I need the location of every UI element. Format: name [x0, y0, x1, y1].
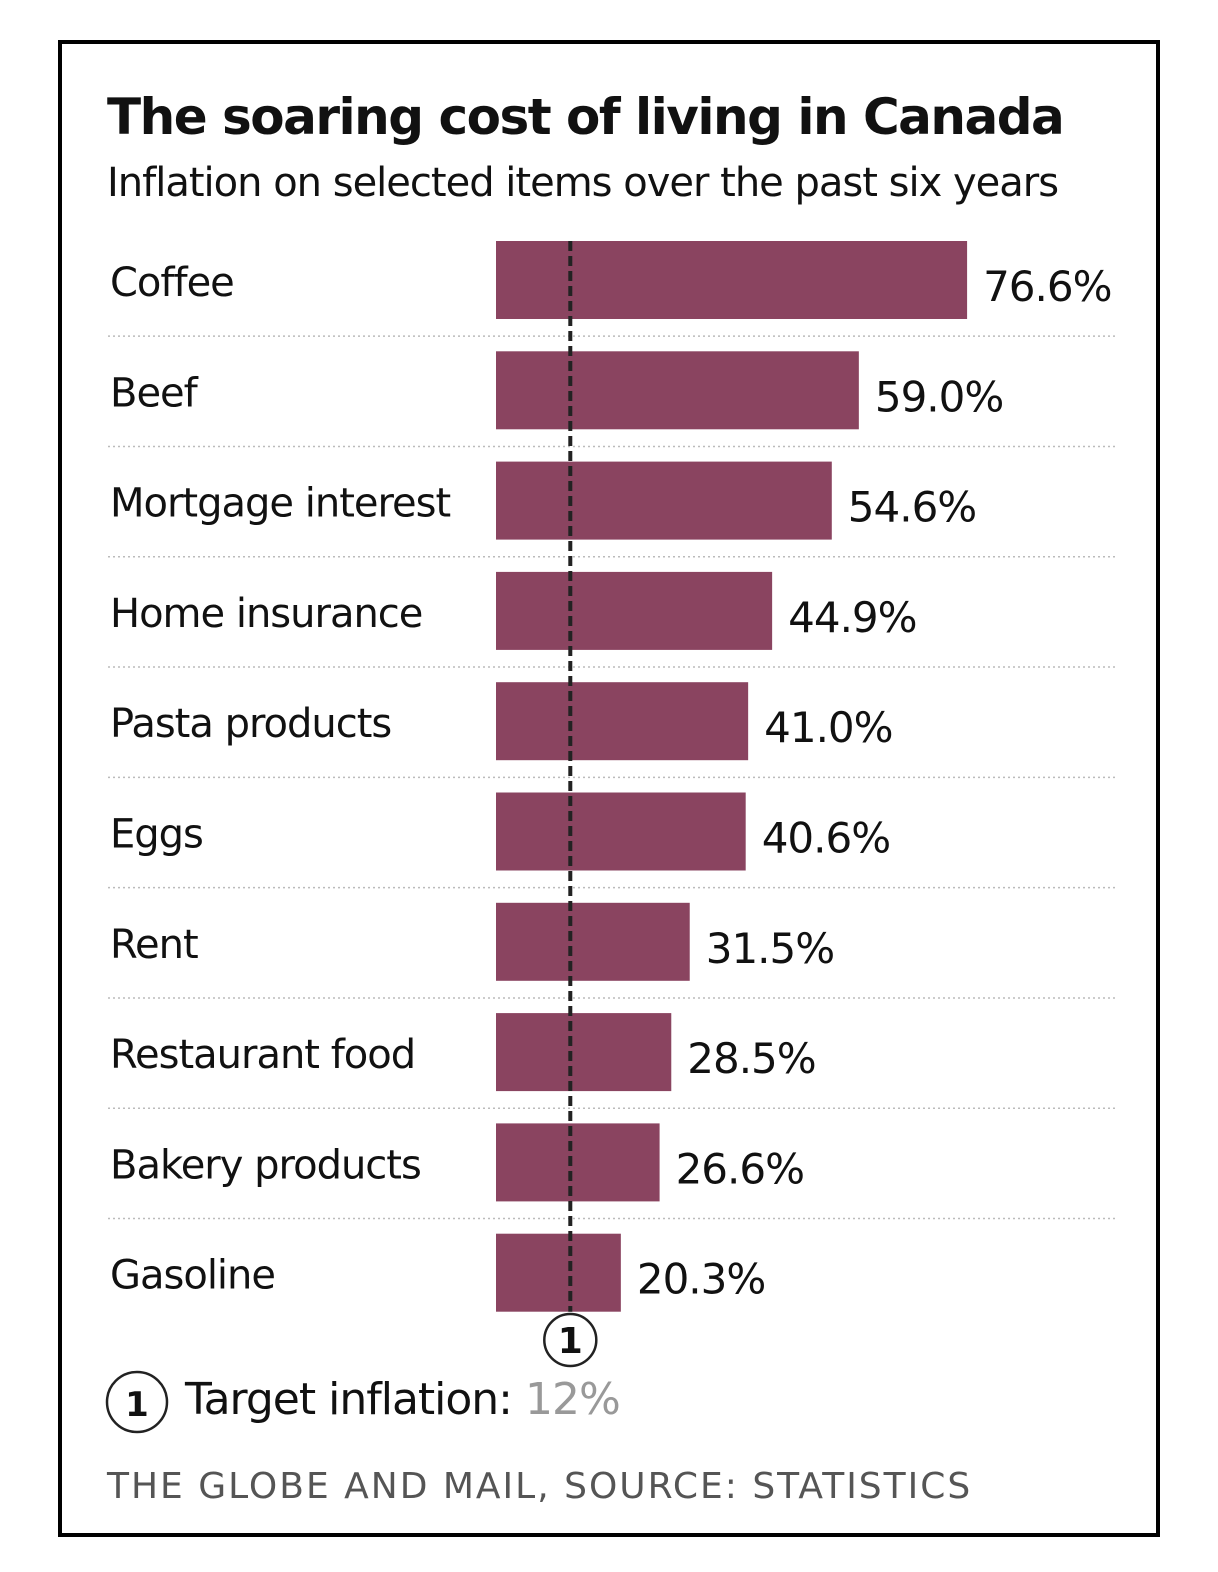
category-label: Gasoline [110, 1253, 275, 1299]
category-label: Home insurance [110, 591, 422, 637]
value-label: 76.6% [983, 262, 1111, 311]
legend-marker [105, 1370, 169, 1434]
bar [496, 241, 968, 319]
value-label: 44.9% [788, 593, 916, 642]
bar [496, 792, 746, 871]
bar [496, 682, 749, 761]
chart-title: The soaring cost of living in Canada [107, 88, 1065, 146]
value-label: 59.0% [875, 372, 1003, 421]
chart-frame [58, 40, 1160, 1537]
value-label: 40.6% [762, 814, 890, 863]
bar [496, 1123, 660, 1202]
category-label: Eggs [110, 812, 203, 858]
value-label: 54.6% [848, 483, 976, 532]
legend-marker-number: 1 [125, 1385, 149, 1425]
category-label: Beef [110, 370, 199, 416]
bar [496, 461, 832, 540]
bar [496, 902, 690, 981]
bar [496, 1013, 672, 1092]
bar [496, 571, 773, 650]
value-label: 31.5% [706, 924, 834, 973]
bar [496, 1233, 621, 1312]
legend-text: Target inflation: [185, 1374, 525, 1425]
bar [496, 351, 859, 430]
category-label: Rent [110, 922, 198, 968]
category-label: Restaurant food [110, 1032, 415, 1078]
category-label: Mortgage interest [110, 481, 451, 527]
category-label: Bakery products [110, 1142, 421, 1188]
value-label: 20.3% [637, 1255, 765, 1304]
legend-label: Target inflation: 12% [185, 1374, 621, 1425]
value-label: 41.0% [764, 703, 892, 752]
category-label: Coffee [110, 260, 234, 306]
reference-marker [543, 1312, 598, 1368]
legend-value: 12% [525, 1374, 621, 1425]
reference-marker-number: 1 [558, 1321, 583, 1362]
chart-subtitle: Inflation on selected items over the pas… [107, 160, 1059, 206]
category-label: Pasta products [110, 701, 391, 747]
value-label: 26.6% [676, 1144, 804, 1193]
value-label: 28.5% [687, 1034, 815, 1083]
source-footer: THE GLOBE AND MAIL, SOURCE: STATISTICS [107, 1466, 973, 1507]
